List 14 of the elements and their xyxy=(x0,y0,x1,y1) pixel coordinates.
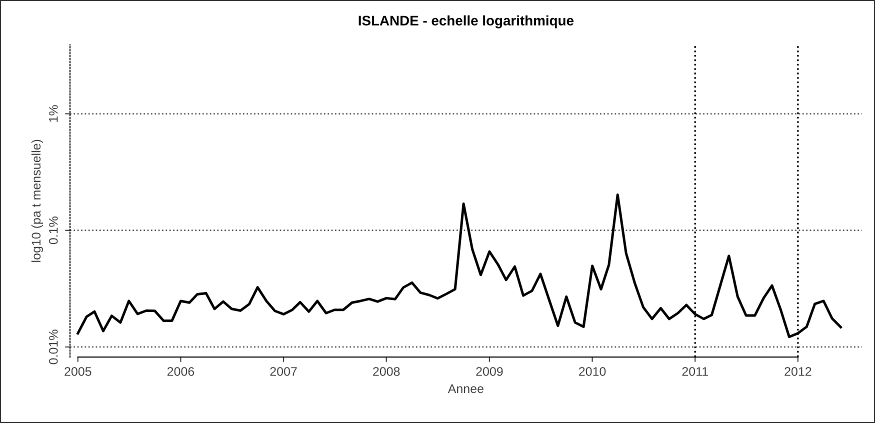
x-tick-label: 2012 xyxy=(784,367,812,376)
y-axis-title: log10 (pa t mensuelle) xyxy=(31,140,44,262)
y-tick-label: 1% xyxy=(49,105,58,122)
x-tick-label: 2006 xyxy=(167,367,194,376)
x-tick-label: 2008 xyxy=(373,367,400,376)
x-tick-label: 2010 xyxy=(579,367,606,376)
x-tick-label: 2009 xyxy=(476,367,503,376)
x-tick-label: 2007 xyxy=(270,367,297,376)
x-tick-label: 2005 xyxy=(64,367,92,376)
chart-title: ISLANDE - echelle logarithmique xyxy=(358,15,574,28)
x-axis-title: Annee xyxy=(448,384,484,394)
y-tick-label: 0.1% xyxy=(48,216,58,244)
x-tick-label: 2011 xyxy=(682,367,708,376)
y-tick-label: 0.01% xyxy=(48,330,58,364)
